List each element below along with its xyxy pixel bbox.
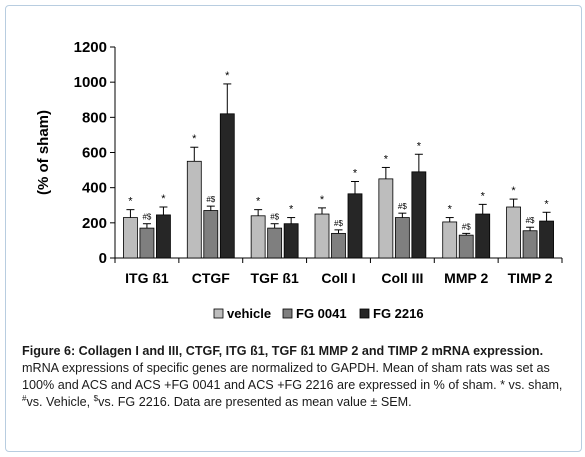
significance-marker: * [353, 168, 358, 180]
bar [283, 223, 299, 259]
significance-marker: * [417, 140, 422, 152]
y-tick-label: 200 [82, 215, 107, 232]
bar [267, 227, 283, 259]
x-tick-label: Coll I [321, 270, 355, 286]
caption-title: Figure 6: Collagen I and III, CTGF, ITG … [22, 344, 544, 358]
legend-label: vehicle [227, 306, 271, 321]
caption-sup-2: $ [93, 393, 99, 403]
significance-marker: * [384, 153, 389, 165]
significance-marker: * [481, 190, 486, 202]
significance-marker: * [225, 70, 230, 82]
significance-marker: #$ [334, 219, 343, 228]
y-tick-label: 600 [82, 145, 107, 162]
caption-text-3: vs. FG 2216. Data are presented as mean … [98, 395, 412, 409]
bar [219, 113, 235, 259]
significance-marker: * [256, 196, 261, 208]
x-tick-label: TIMP 2 [508, 270, 553, 286]
bar [522, 230, 538, 259]
chart-axes: 0 200 400 600 800 1000 1200 (% of sham) ITG ß1 CT… [35, 39, 563, 286]
bar [123, 217, 138, 259]
significance-marker: * [320, 194, 325, 206]
legend-label: FG 2216 [373, 306, 424, 321]
bar [156, 214, 171, 259]
bar [331, 232, 346, 259]
bar [411, 171, 427, 259]
y-tick-label: 0 [99, 250, 107, 267]
x-tick-label: TGF ß1 [251, 270, 299, 286]
figure-caption: Figure 6: Collagen I and III, CTGF, ITG … [22, 343, 570, 411]
significance-marker: #$ [526, 216, 535, 225]
bar [475, 213, 491, 259]
bar [458, 234, 474, 259]
y-tick-label: 800 [82, 109, 107, 126]
bar [442, 221, 458, 259]
bar-chart: 0 200 400 600 800 1000 1200 (% of sham) ITG ß1 CT… [35, 39, 563, 321]
caption-text-2: vs. Vehicle, [26, 395, 94, 409]
x-tick-label: ITG ß1 [125, 270, 169, 286]
bar [250, 215, 266, 259]
legend-label: FG 0041 [296, 306, 347, 321]
legend-swatch [282, 308, 293, 319]
bar [203, 210, 219, 259]
bar [378, 178, 394, 259]
significance-marker: * [544, 198, 549, 210]
legend-swatch [359, 308, 370, 319]
significance-marker: * [128, 196, 133, 208]
y-tick-label: 1200 [74, 39, 107, 56]
bar [139, 227, 155, 259]
x-tick-label: Coll III [381, 270, 423, 286]
chart-bars: * #$ * * #$ * * #$ * * #$ * * #$ * * #$ * * #$ * [123, 70, 554, 259]
significance-marker: * [289, 204, 294, 216]
caption-sup-1: # [22, 393, 27, 403]
x-tick-label: CTGF [192, 270, 231, 286]
significance-marker: * [192, 133, 197, 145]
bar [314, 213, 330, 259]
significance-marker: * [161, 193, 166, 205]
y-tick-label: 400 [82, 180, 107, 197]
significance-marker: #$ [462, 222, 471, 231]
bar [539, 220, 554, 259]
significance-marker: #$ [142, 213, 151, 222]
bar [347, 193, 363, 259]
significance-marker: * [511, 185, 516, 197]
bar [394, 217, 410, 259]
y-axis-label: (% of sham) [35, 110, 52, 195]
significance-marker: #$ [270, 213, 279, 222]
significance-marker: #$ [398, 202, 407, 211]
significance-marker: #$ [206, 195, 215, 204]
bar [186, 160, 202, 259]
significance-marker: * [448, 204, 453, 216]
bar [506, 206, 521, 259]
x-tick-label: MMP 2 [444, 270, 488, 286]
legend-swatch [213, 308, 224, 319]
chart-legend: vehicle FG 0041 FG 2216 [213, 306, 424, 321]
y-tick-label: 1000 [74, 74, 107, 91]
caption-text-1: mRNA expressions of specific genes are n… [22, 361, 563, 392]
